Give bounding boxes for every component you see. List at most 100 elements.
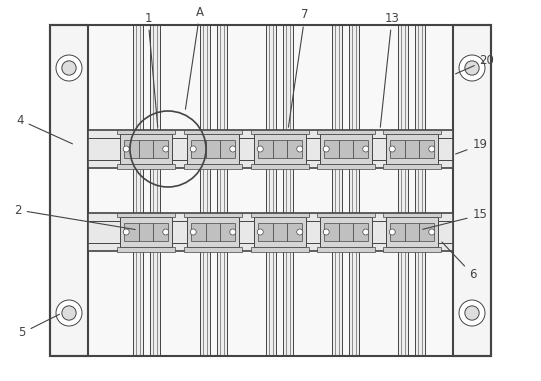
Circle shape	[429, 146, 435, 152]
Bar	[390, 140, 405, 158]
Bar	[133, 25, 143, 356]
Circle shape	[190, 229, 196, 235]
Text: A: A	[186, 5, 204, 109]
Bar	[184, 247, 242, 251]
Bar	[384, 164, 440, 168]
Bar	[88, 130, 453, 168]
Bar	[88, 25, 453, 356]
Bar	[258, 140, 273, 158]
Bar	[191, 223, 206, 241]
Circle shape	[257, 146, 263, 152]
Bar	[320, 134, 372, 164]
Bar	[124, 140, 138, 158]
Circle shape	[323, 146, 329, 152]
Bar	[318, 164, 374, 168]
Circle shape	[56, 300, 82, 326]
Text: 6: 6	[442, 242, 477, 282]
Bar	[117, 213, 175, 217]
Text: 7: 7	[288, 8, 309, 127]
Bar	[200, 25, 210, 356]
Bar	[384, 130, 440, 134]
Circle shape	[297, 229, 303, 235]
Bar	[273, 223, 287, 241]
Bar	[252, 213, 308, 217]
Bar	[353, 223, 368, 241]
Bar	[254, 217, 306, 247]
Bar	[50, 25, 491, 356]
Circle shape	[297, 146, 303, 152]
Bar	[120, 134, 172, 164]
Bar	[405, 140, 419, 158]
Circle shape	[230, 229, 236, 235]
Bar	[324, 223, 339, 241]
Bar	[187, 217, 239, 247]
Circle shape	[363, 146, 369, 152]
Bar	[206, 223, 220, 241]
Bar	[320, 217, 372, 247]
Circle shape	[62, 306, 76, 320]
Bar	[138, 140, 153, 158]
Circle shape	[389, 229, 395, 235]
Text: 5: 5	[18, 314, 60, 339]
Circle shape	[459, 300, 485, 326]
Bar	[273, 140, 287, 158]
Bar	[339, 223, 353, 241]
Text: 15: 15	[423, 208, 487, 229]
Text: 19: 19	[456, 139, 487, 154]
Bar	[138, 223, 153, 241]
Circle shape	[459, 55, 485, 81]
Bar	[258, 223, 273, 241]
Text: 20: 20	[456, 53, 494, 74]
Bar	[120, 217, 172, 247]
Circle shape	[363, 229, 369, 235]
Bar	[384, 247, 440, 251]
Bar	[398, 25, 408, 356]
Circle shape	[257, 229, 263, 235]
Circle shape	[62, 61, 76, 75]
Bar	[332, 25, 342, 356]
Circle shape	[465, 61, 479, 75]
Bar	[206, 140, 220, 158]
Bar	[386, 217, 438, 247]
Circle shape	[163, 146, 169, 152]
Bar	[220, 223, 235, 241]
Circle shape	[429, 229, 435, 235]
Circle shape	[190, 146, 196, 152]
Text: 1: 1	[144, 11, 158, 127]
Bar	[50, 25, 88, 356]
Bar	[184, 164, 242, 168]
Bar	[318, 213, 374, 217]
Bar	[252, 247, 308, 251]
Bar	[287, 223, 302, 241]
Circle shape	[230, 146, 236, 152]
Bar	[318, 130, 374, 134]
Circle shape	[123, 229, 129, 235]
Bar	[419, 140, 434, 158]
Bar	[191, 140, 206, 158]
Bar	[150, 25, 160, 356]
Bar	[353, 140, 368, 158]
Bar	[287, 140, 302, 158]
Circle shape	[389, 146, 395, 152]
Bar	[415, 25, 425, 356]
Circle shape	[163, 229, 169, 235]
Bar	[187, 134, 239, 164]
Bar	[266, 25, 276, 356]
Bar	[339, 140, 353, 158]
Circle shape	[323, 229, 329, 235]
Bar	[153, 140, 168, 158]
Bar	[390, 223, 405, 241]
Bar	[318, 247, 374, 251]
Bar	[324, 140, 339, 158]
Bar	[349, 25, 359, 356]
Bar	[124, 223, 138, 241]
Bar	[184, 213, 242, 217]
Bar	[386, 134, 438, 164]
Bar	[254, 134, 306, 164]
Bar	[283, 25, 293, 356]
Bar	[117, 164, 175, 168]
Bar	[252, 164, 308, 168]
Bar	[419, 223, 434, 241]
Circle shape	[56, 55, 82, 81]
Text: 13: 13	[380, 11, 399, 127]
